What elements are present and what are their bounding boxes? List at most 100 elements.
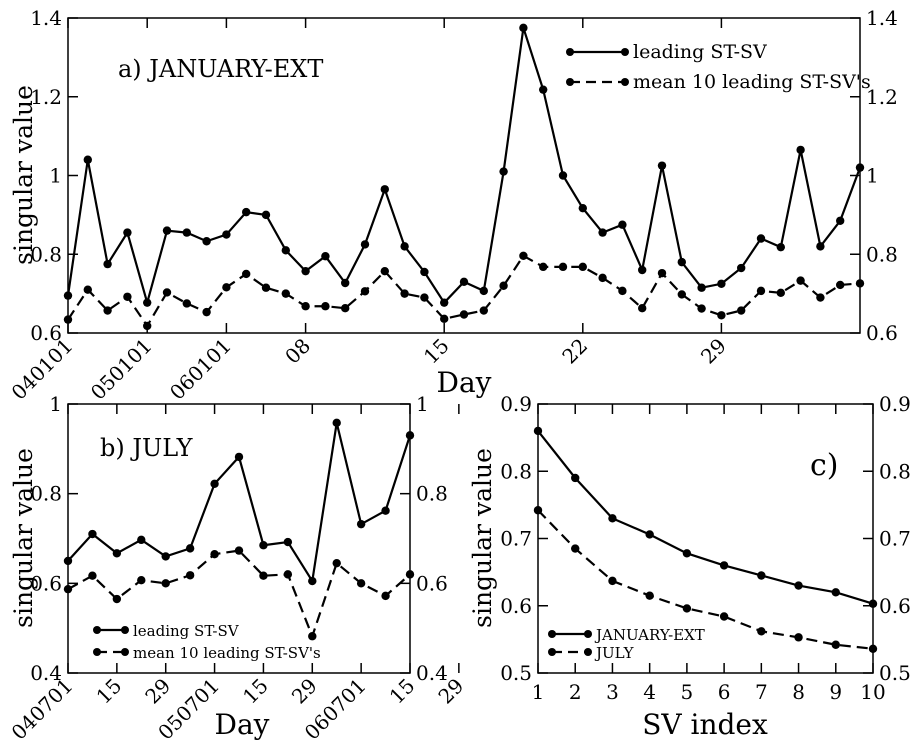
y-tick-label-left: 0.8 — [500, 459, 532, 483]
data-point — [283, 537, 293, 547]
data-point — [301, 266, 310, 276]
legend-marker — [621, 48, 629, 56]
data-point — [558, 262, 568, 272]
data-point — [794, 581, 803, 590]
y-tick-label-right: 1 — [866, 164, 879, 188]
data-point — [137, 535, 146, 545]
data-point — [645, 591, 654, 600]
x-axis-label: Day — [437, 366, 492, 399]
y-tick-label-left: 1.2 — [30, 85, 62, 109]
y-tick-label-left: 0.4 — [30, 661, 62, 685]
data-point — [381, 506, 390, 515]
legend-label: leading ST-SV — [133, 622, 240, 640]
data-point — [440, 298, 449, 307]
data-point — [103, 259, 112, 269]
legend-marker — [584, 648, 592, 656]
series-line — [67, 254, 861, 328]
x-tick-label: 3 — [606, 680, 619, 704]
x-tick-label: 29 — [287, 674, 322, 709]
data-point — [831, 640, 840, 649]
panel-title: b) JULY — [100, 434, 194, 462]
data-point — [677, 257, 686, 267]
data-point — [756, 286, 766, 296]
data-point — [519, 23, 528, 33]
y-tick-label-right: 0.9 — [879, 392, 911, 416]
panel-title: c) — [810, 448, 839, 483]
data-point — [657, 161, 667, 170]
data-point — [143, 321, 152, 331]
data-point — [405, 570, 415, 579]
data-point — [776, 288, 785, 298]
data-point — [539, 85, 548, 94]
panel-title: a) JANUARY-EXT — [118, 55, 323, 83]
data-point — [831, 588, 840, 597]
x-tick-label: 060101 — [165, 334, 236, 405]
data-point — [440, 314, 449, 324]
plot-frame — [67, 403, 411, 674]
y-tick-label-left: 1.4 — [30, 6, 62, 30]
data-point — [638, 265, 647, 275]
data-point — [682, 604, 692, 613]
legend-marker — [93, 626, 101, 634]
data-point — [162, 288, 172, 297]
series-line — [67, 549, 411, 640]
legend-marker — [121, 626, 129, 634]
data-point — [682, 549, 692, 558]
data-point — [185, 544, 195, 553]
data-point — [578, 203, 587, 213]
data-point — [737, 306, 746, 315]
data-point — [499, 167, 508, 176]
data-point — [356, 579, 366, 588]
data-point — [618, 220, 627, 229]
legend-marker — [566, 78, 574, 86]
series-dashed — [533, 506, 878, 653]
data-point — [341, 278, 350, 288]
y-tick-label-right: 0.8 — [879, 459, 911, 483]
series-dashed — [63, 251, 865, 331]
data-point — [578, 262, 587, 272]
y-tick-label-right: 1 — [416, 392, 429, 416]
x-tick-label: 6 — [718, 680, 731, 704]
data-point — [222, 283, 231, 292]
x-axis-label: SV index — [642, 708, 768, 740]
data-point — [405, 431, 415, 440]
data-point — [356, 519, 366, 529]
data-point — [308, 576, 317, 586]
data-point — [185, 571, 195, 580]
data-point — [796, 145, 805, 155]
y-tick-label-left: 1 — [49, 164, 62, 188]
y-tick-label-left: 0.6 — [500, 594, 532, 618]
data-point — [83, 285, 93, 294]
data-point — [868, 644, 878, 653]
data-point — [717, 279, 726, 288]
data-point — [757, 627, 766, 636]
data-point — [103, 306, 112, 315]
data-point — [261, 210, 271, 220]
data-point — [598, 228, 607, 237]
y-axis-label: singular value — [9, 448, 38, 628]
data-point — [608, 576, 617, 586]
x-tick-label: 050101 — [86, 334, 157, 405]
series-line — [537, 509, 874, 650]
data-point — [63, 291, 73, 300]
x-tick-label: 10 — [860, 680, 885, 704]
x-axis-label: Day — [215, 708, 270, 740]
data-point — [420, 293, 429, 302]
data-point — [112, 594, 122, 604]
y-tick-label-right: 0.6 — [879, 594, 911, 618]
x-tick-label: 29 — [696, 334, 731, 369]
y-tick-label-left: 1 — [49, 392, 62, 416]
data-point — [479, 306, 488, 315]
legend-label: mean 10 leading ST-SV's — [633, 71, 871, 93]
panel-c: 0.5 0.5 0.6 0.6 0.7 0.7 0.8 0.8 0.9 0.9 1 2 3 4 5 6 7 8 9 1… — [468, 392, 911, 740]
data-point — [400, 289, 409, 298]
data-point — [836, 280, 845, 290]
data-point — [63, 556, 73, 566]
data-point — [222, 230, 231, 239]
data-point — [756, 234, 766, 243]
data-point — [868, 599, 878, 608]
x-tick-label: 1 — [532, 680, 545, 704]
data-point — [143, 298, 152, 307]
data-point — [321, 252, 330, 261]
series-solid — [63, 23, 865, 307]
